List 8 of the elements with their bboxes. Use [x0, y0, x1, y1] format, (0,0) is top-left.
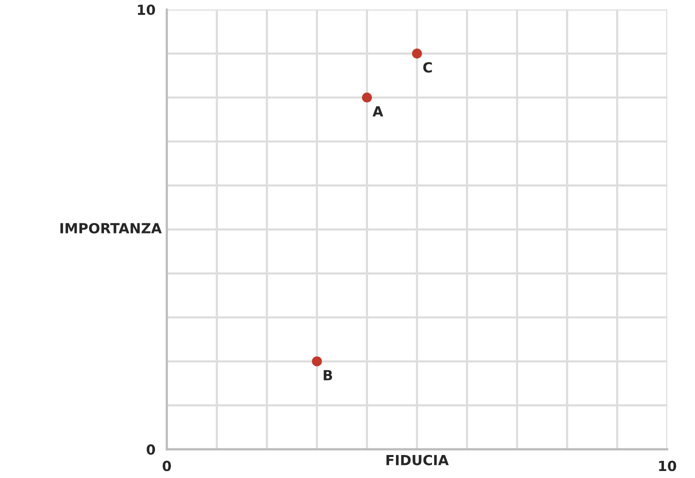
point	[362, 92, 372, 103]
y-axis-title: IMPORTANZA	[60, 222, 162, 234]
annotation: B	[324, 370, 332, 380]
x-axis-title: FIDUCIA	[386, 454, 449, 466]
point	[412, 48, 422, 59]
annotation: A	[372, 106, 384, 116]
point	[312, 356, 322, 366]
annotation: C	[423, 62, 432, 73]
